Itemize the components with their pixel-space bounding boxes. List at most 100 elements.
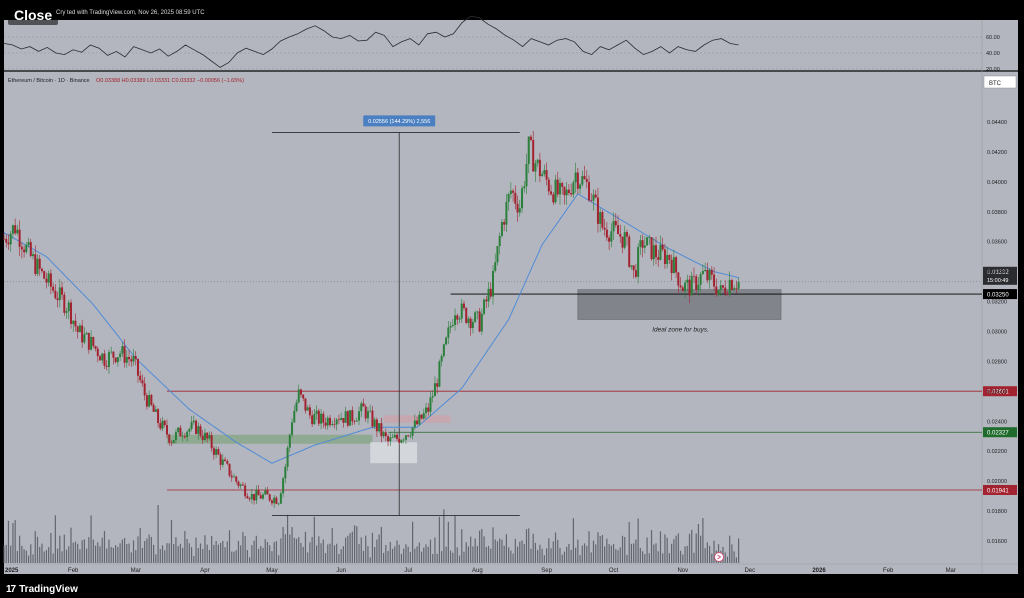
volume-bar xyxy=(461,529,463,563)
candle xyxy=(3,233,5,241)
candle-body xyxy=(166,425,168,435)
candle xyxy=(521,185,524,213)
volume-bar xyxy=(199,543,202,563)
candle xyxy=(340,412,343,421)
volume-bar xyxy=(528,528,530,563)
candle xyxy=(650,237,653,261)
candle xyxy=(25,242,28,254)
currency-button[interactable]: BTC xyxy=(983,75,1017,89)
candle-body xyxy=(496,246,499,263)
candle xyxy=(333,417,336,429)
candle xyxy=(268,493,271,503)
volume-bar xyxy=(179,543,181,563)
volume-bar xyxy=(329,543,331,563)
volume-bar xyxy=(260,546,262,563)
candle-body xyxy=(235,476,238,482)
volume-bar xyxy=(648,553,650,563)
candle-body xyxy=(619,233,622,237)
candle-body xyxy=(710,269,713,275)
volume-bar xyxy=(195,537,197,563)
candle xyxy=(516,195,519,222)
volume-bar xyxy=(237,540,240,563)
candle xyxy=(125,350,128,368)
candle-body xyxy=(375,419,378,432)
volume-bar xyxy=(568,543,570,563)
candle xyxy=(366,407,369,424)
candle-body xyxy=(516,203,519,213)
volume-bar xyxy=(617,550,619,563)
candle xyxy=(480,308,483,335)
candle-body xyxy=(172,440,175,444)
candle-body xyxy=(440,356,443,362)
volume-bar xyxy=(112,547,115,563)
x-tick-label: Apr xyxy=(200,568,209,574)
legend-symbol: Ethereum / Bitcoin · 1D · Binance xyxy=(8,78,90,84)
tradingview-logo-icon: 17 xyxy=(6,584,16,595)
candle-body xyxy=(389,437,392,442)
candle-body xyxy=(565,189,568,196)
candle-body xyxy=(632,265,635,271)
volume-bar xyxy=(704,548,706,563)
volume-bars xyxy=(3,505,740,563)
candle-body xyxy=(719,285,722,290)
candle-body xyxy=(583,176,586,179)
candle xyxy=(666,246,669,269)
candle-body xyxy=(518,208,521,213)
candle xyxy=(679,277,682,289)
candle xyxy=(661,237,664,252)
volume-bar xyxy=(378,534,380,563)
candle-body xyxy=(25,245,28,253)
volume-bar xyxy=(407,546,409,563)
volume-bar xyxy=(530,548,532,563)
volume-bar xyxy=(668,553,670,563)
volume-bar xyxy=(664,534,666,563)
candle xyxy=(362,398,365,407)
candle-body xyxy=(688,279,691,296)
x-tick-label: 2025 xyxy=(5,568,19,574)
candle-body xyxy=(505,201,508,225)
candle-body xyxy=(241,484,244,486)
candle xyxy=(253,493,256,505)
volume-bar xyxy=(579,555,581,563)
volume-bar xyxy=(389,541,391,563)
candle-body xyxy=(183,436,186,438)
volume-bar xyxy=(608,543,610,563)
candle xyxy=(641,234,644,258)
candle xyxy=(554,174,557,205)
candle xyxy=(572,180,575,198)
candle-body xyxy=(143,383,146,396)
volume-bar xyxy=(144,540,146,563)
candle xyxy=(351,406,354,426)
candle xyxy=(63,291,66,316)
candle-body xyxy=(237,481,240,486)
y-tick-label: 0.01800 xyxy=(987,509,1007,515)
candle-body xyxy=(523,186,526,189)
candle xyxy=(295,399,298,413)
candle xyxy=(525,153,528,195)
candle-body xyxy=(215,449,218,455)
candle xyxy=(161,416,164,432)
candle xyxy=(416,416,419,426)
volume-bar xyxy=(597,532,599,563)
volume-bar xyxy=(307,552,309,563)
candle xyxy=(192,415,195,425)
volume-bar xyxy=(175,537,177,563)
y-tick-label: 0.04000 xyxy=(987,180,1007,186)
candle-body xyxy=(295,402,298,411)
candle-body xyxy=(630,265,633,267)
candle xyxy=(447,320,450,344)
candle-body xyxy=(605,229,608,238)
candle xyxy=(313,408,316,425)
candle-body xyxy=(398,438,401,443)
volume-bar xyxy=(523,544,525,563)
candle-body xyxy=(679,285,682,288)
volume-bar xyxy=(657,551,659,563)
close-button[interactable]: Close xyxy=(8,5,59,25)
volume-bar xyxy=(336,543,338,563)
candle xyxy=(465,306,468,325)
candle xyxy=(23,245,26,258)
tradingview-watermark-icon xyxy=(714,552,724,562)
candle xyxy=(581,170,584,187)
x-tick-label: Nov xyxy=(677,568,688,574)
candle-body xyxy=(695,276,698,290)
